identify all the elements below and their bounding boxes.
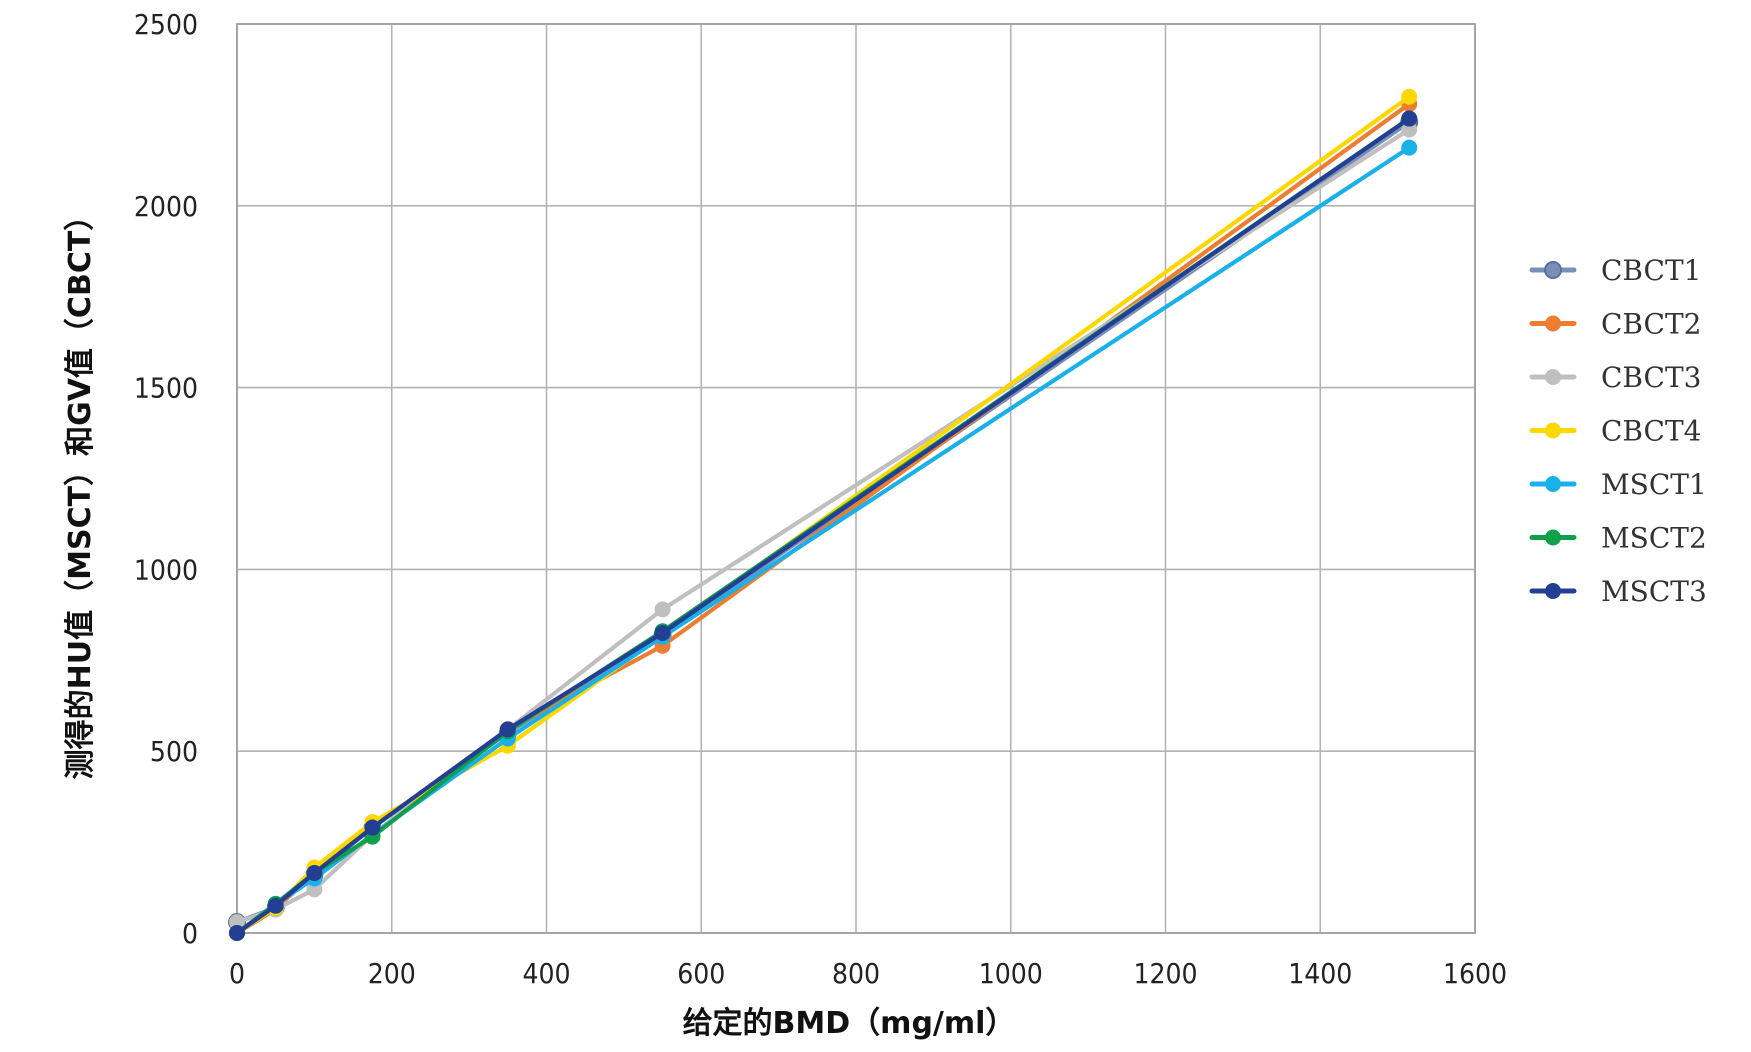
x-tick-label: 400 — [522, 957, 570, 990]
x-tick-label: 1200 — [1133, 957, 1197, 990]
y-tick-label: 2000 — [134, 190, 198, 223]
legend-item-cbct1: CBCT1 — [1529, 254, 1701, 287]
x-axis-ticks: 0 200 400 600 800 1000 1200 1400 1600 — [229, 957, 1507, 990]
y-tick-label: 1000 — [134, 553, 198, 586]
y-axis-ticks: 0 500 1000 1500 2000 2500 — [134, 8, 198, 950]
series-msct3 — [229, 110, 1418, 941]
x-tick-label: 200 — [368, 957, 416, 990]
data-point — [654, 625, 671, 642]
legend-label: CBCT1 — [1601, 254, 1701, 287]
legend-item-msct3: MSCT3 — [1529, 575, 1707, 608]
y-axis-title: 测得的HU值（MSCT）和GV值（CBCT） — [63, 201, 98, 780]
legend-item-cbct2: CBCT2 — [1529, 308, 1701, 341]
legend-label: CBCT4 — [1601, 415, 1701, 448]
plot-area-border — [236, 23, 1476, 934]
x-tick-label: 600 — [677, 957, 725, 990]
legend-item-msct2: MSCT2 — [1529, 522, 1707, 555]
data-point — [364, 819, 381, 836]
legend-marker — [1544, 261, 1562, 279]
legend-label: MSCT3 — [1601, 575, 1707, 608]
legend-item-cbct4: CBCT4 — [1529, 415, 1701, 448]
legend-label: MSCT2 — [1601, 522, 1707, 555]
legend-item-msct1: MSCT1 — [1529, 468, 1707, 501]
data-point — [1401, 110, 1418, 127]
data-point — [1401, 139, 1418, 156]
legend-label: MSCT1 — [1601, 468, 1707, 501]
series-line — [234, 145, 1412, 936]
x-tick-label: 1400 — [1288, 957, 1352, 990]
series-lines — [228, 88, 1419, 941]
series-cbct4 — [229, 88, 1418, 941]
legend: CBCT1 CBCT2 CBCT3 CBCT4 MSCT1 MSCT2 MSCT3 — [1529, 254, 1707, 608]
legend-label: CBCT2 — [1601, 308, 1701, 341]
x-tick-label: 0 — [229, 957, 245, 990]
y-tick-label: 0 — [182, 917, 198, 950]
legend-marker — [1545, 315, 1561, 332]
legend-marker — [1545, 476, 1561, 492]
legend-marker — [1545, 422, 1561, 439]
y-tick-label: 500 — [150, 735, 198, 768]
y-tick-label: 1500 — [134, 372, 198, 405]
legend-marker — [1545, 529, 1561, 546]
x-tick-label: 1600 — [1443, 957, 1507, 990]
data-point — [654, 601, 671, 618]
legend-label: CBCT3 — [1601, 361, 1701, 394]
data-point — [267, 897, 284, 914]
x-tick-label: 1000 — [979, 957, 1043, 990]
data-point — [499, 721, 516, 738]
data-point — [1401, 88, 1418, 105]
data-point — [229, 925, 245, 941]
legend-item-cbct3: CBCT3 — [1529, 361, 1701, 394]
data-point — [306, 865, 323, 882]
series-msct1 — [229, 139, 1418, 941]
y-tick-label: 2500 — [134, 8, 198, 41]
x-tick-label: 800 — [832, 957, 880, 990]
x-axis-title: 给定的BMD（mg/ml） — [683, 1006, 1016, 1041]
legend-marker — [1545, 583, 1561, 599]
legend-marker — [1545, 369, 1561, 385]
